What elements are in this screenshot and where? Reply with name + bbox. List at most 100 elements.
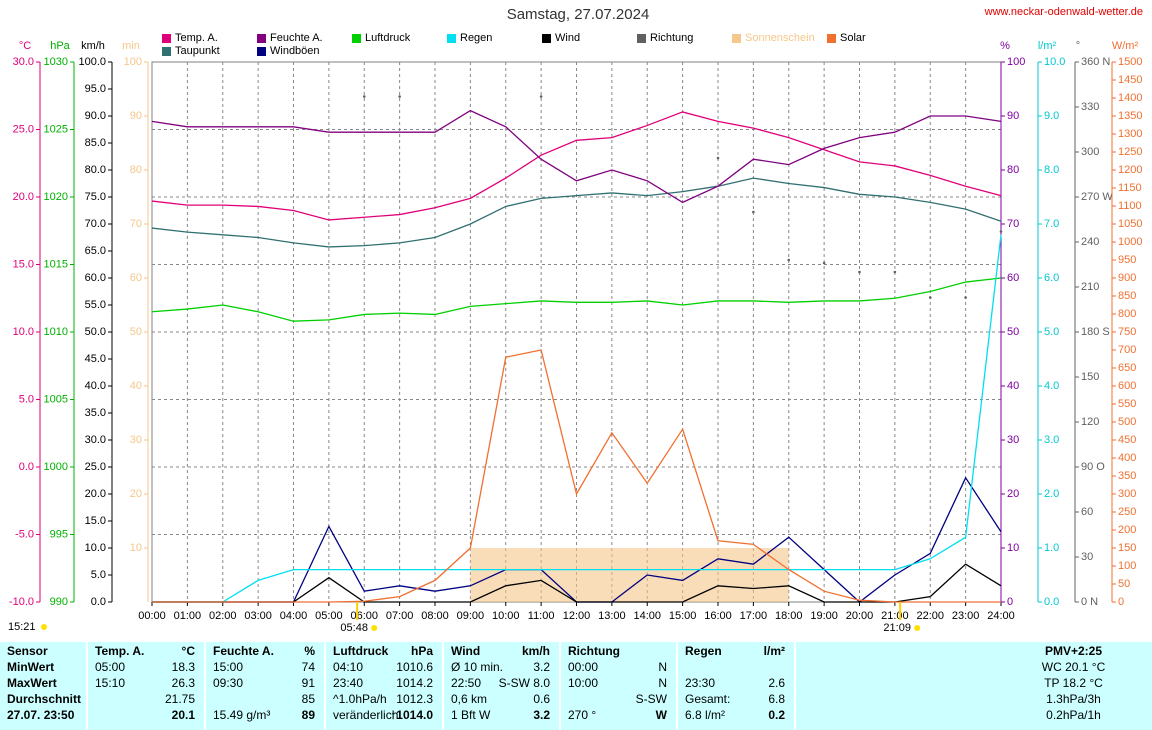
- y-tick-label: 700: [1118, 344, 1136, 356]
- table-cell: hPa: [411, 644, 433, 658]
- y-tick-label: 600: [1118, 380, 1136, 392]
- y-tick-label: 10: [130, 542, 142, 554]
- x-tick-label: 07:00: [386, 610, 414, 622]
- sunshine-bar: [682, 548, 718, 602]
- legend-label: Luftdruck: [365, 32, 411, 44]
- y-tick-label: 30.0: [85, 434, 106, 446]
- table-cell: Sensor: [7, 644, 48, 658]
- direction-dot: [964, 296, 967, 299]
- x-tick-label: 10:00: [492, 610, 520, 622]
- table-cell: ↑1014.0: [390, 708, 433, 722]
- y-tick-label: 330: [1081, 101, 1099, 113]
- y-tick-label: 350: [1118, 470, 1136, 482]
- y-tick-label: 0.0: [19, 461, 34, 473]
- chart-title: Samstag, 27.07.2024: [507, 6, 650, 23]
- legend-swatch: [447, 34, 456, 43]
- y-tick-label: 850: [1118, 290, 1136, 302]
- x-tick-label: 14:00: [633, 610, 661, 622]
- x-tick-label: 04:00: [280, 610, 308, 622]
- axis-title: min: [122, 40, 140, 52]
- legend-label: Windböen: [270, 45, 320, 57]
- table-cell: N: [658, 676, 667, 690]
- table-bg: [0, 642, 1152, 730]
- table-cell: 1010.6: [396, 660, 433, 674]
- y-tick-label: 950: [1118, 254, 1136, 266]
- y-tick-label: 55.0: [85, 299, 106, 311]
- direction-dot: [893, 270, 897, 274]
- sunset-label: 21:09: [883, 622, 911, 634]
- table-cell: 0.2hPa/1h: [1046, 708, 1101, 722]
- x-tick-label: 15:00: [669, 610, 697, 622]
- y-tick-label: 90: [130, 110, 142, 122]
- y-tick-label: 45.0: [85, 353, 106, 365]
- table-cell: S-SW: [636, 692, 668, 706]
- table-cell: 1012.3: [396, 692, 433, 706]
- table-cell: 91: [302, 676, 316, 690]
- y-tick-label: 1200: [1118, 164, 1142, 176]
- table-cell: Ø 10 min.: [451, 660, 503, 674]
- table-cell: %: [304, 644, 315, 658]
- y-tick-label: 10.0: [1044, 56, 1065, 68]
- x-tick-label: 02:00: [209, 610, 237, 622]
- sunshine-bar: [647, 548, 683, 602]
- y-tick-label: 1100: [1118, 200, 1142, 212]
- y-tick-label: 500: [1118, 416, 1136, 428]
- y-tick-label: 100: [1118, 560, 1136, 572]
- x-tick-label: 05:00: [315, 610, 343, 622]
- table-cell: TP 18.2 °C: [1044, 676, 1103, 690]
- legend-swatch: [542, 34, 551, 43]
- y-tick-label: 1020: [44, 191, 68, 203]
- table-cell: 1 Bft W: [451, 708, 491, 722]
- y-tick-label: 0.0: [91, 596, 106, 608]
- y-tick-label: 80.0: [85, 164, 106, 176]
- y-tick-label: 25.0: [85, 461, 106, 473]
- table-cell: Regen: [685, 644, 722, 658]
- y-tick-label: 8.0: [1044, 164, 1059, 176]
- table-cell: 04:10: [333, 660, 363, 674]
- x-tick-label: 11:00: [528, 610, 555, 622]
- y-tick-label: 1300: [1118, 128, 1142, 140]
- y-tick-label: 60: [1081, 506, 1093, 518]
- table-cell: S-SW 8.0: [499, 676, 551, 690]
- x-tick-label: 17:00: [740, 610, 768, 622]
- table-cell: 2.6: [768, 676, 785, 690]
- y-tick-label: 90 O: [1081, 461, 1105, 473]
- y-tick-label: 60: [1007, 272, 1019, 284]
- y-tick-label: 70: [1007, 218, 1019, 230]
- sunshine-bar: [753, 548, 789, 602]
- x-tick-label: 08:00: [421, 610, 449, 622]
- table-cell: 0.6: [533, 692, 550, 706]
- y-tick-label: -5.0: [15, 528, 34, 540]
- table-cell: Wind: [451, 644, 480, 658]
- table-cell: MaxWert: [7, 676, 57, 690]
- axis-title: km/h: [81, 40, 105, 52]
- y-tick-label: 990: [50, 596, 68, 608]
- y-tick-label: 120: [1081, 416, 1099, 428]
- direction-dot: [716, 156, 720, 160]
- table-cell: 6.8: [768, 692, 785, 706]
- table-cell: Feuchte A.: [213, 644, 274, 658]
- table-cell: 6.8 l/m²: [685, 708, 725, 722]
- y-tick-label: 270 W: [1081, 191, 1113, 203]
- y-tick-label: 50: [1007, 326, 1019, 338]
- table-cell: 20.1: [172, 708, 196, 722]
- y-tick-label: 10.0: [13, 326, 34, 338]
- table-cell: 3.2: [533, 660, 550, 674]
- x-tick-label: 22:00: [916, 610, 944, 622]
- y-tick-label: 100: [1007, 56, 1025, 68]
- y-tick-label: 70.0: [85, 218, 106, 230]
- y-tick-label: 95.0: [85, 83, 106, 95]
- y-tick-label: 200: [1118, 524, 1136, 536]
- y-tick-label: 1400: [1118, 92, 1142, 104]
- table-cell: W: [656, 708, 668, 722]
- x-tick-label: 18:00: [775, 610, 803, 622]
- table-cell: 09:30: [213, 676, 243, 690]
- y-tick-label: 10: [1007, 542, 1019, 554]
- direction-dot: [752, 210, 755, 214]
- y-tick-label: 10.0: [85, 542, 106, 554]
- direction-dot: [362, 95, 366, 98]
- y-tick-label: 1010: [44, 326, 68, 338]
- direction-dot: [398, 95, 401, 98]
- axis-title: l/m²: [1038, 40, 1057, 52]
